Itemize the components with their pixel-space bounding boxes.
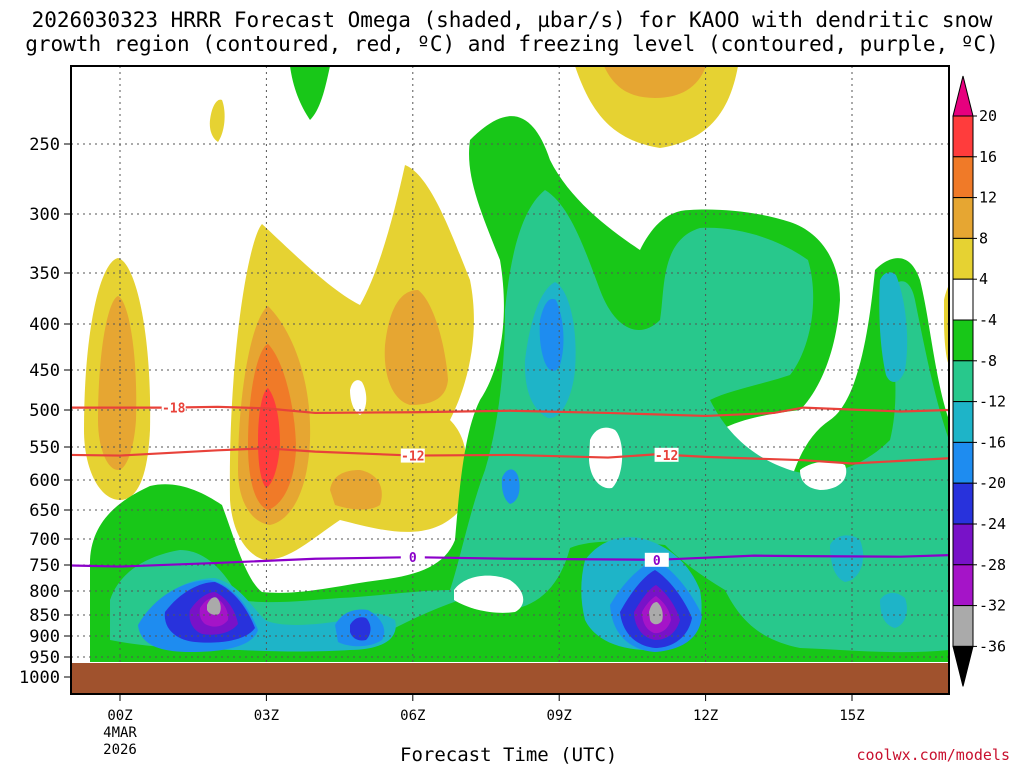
colorbar-label: 4 [979,270,988,288]
contour-line [71,554,949,568]
y-tick-label: 850 [29,606,60,626]
colorbar-legend: 20 16 12 8 4 -4 -8 -12 -16 -20 -24 -28 -32 -36 [952,75,1006,687]
colorbar-label: -16 [979,433,1006,451]
omega-negative-area [879,272,908,382]
y-tick-label: 800 [29,582,60,602]
colorbar-label: -32 [979,597,1006,615]
y-tick-label: 650 [29,501,60,521]
omega-negative-area [830,535,864,582]
y-tick-label: 350 [29,264,60,284]
contour-line [71,405,949,418]
omega-positive-area [258,388,280,488]
x-date-day: 4MAR [103,725,137,741]
contour-label: -18 [162,402,186,417]
contour-label: -12 [655,449,678,464]
x-tick-label: 03Z [254,708,279,724]
colorbar-swatch [952,360,974,403]
x-tick-label: 00Z [107,708,132,724]
y-tick-label: 450 [29,361,60,381]
contour-line [71,447,949,465]
colorbar-swatch [952,237,974,280]
y-tick-label: 900 [29,627,60,647]
omega-positive-area [209,99,225,142]
omega-neutral-area [800,461,847,490]
contour-labels: -18 -12 0 -12 0 [161,400,679,569]
chart-title-line-2: growth region (contoured, red, ºC) and f… [25,32,999,56]
omega-negative-area [880,592,907,628]
colorbar-swatch [952,441,974,484]
colorbar-swatch [952,564,974,607]
omega-negative-area [539,298,564,372]
colorbar-label: -24 [979,515,1006,533]
contour-label-bg [161,400,186,415]
y-tick-label: 700 [29,530,60,550]
y-tick-label: 600 [29,471,60,491]
omega-positive-area [604,66,706,98]
colorbar-label: 12 [979,189,997,207]
colorbar-label: -36 [979,637,1006,655]
colorbar-swatch [952,156,974,199]
plot-frame [70,65,950,695]
omega-negative-area [207,597,221,615]
y-tick-label: 300 [29,205,60,225]
colorbar-label: -28 [979,556,1006,574]
contour-label-bg [644,552,669,567]
omega-negative-area [501,469,520,504]
contour-label: 0 [409,551,417,566]
colorbar-label: -12 [979,393,1006,411]
y-tick-label: 500 [29,401,60,421]
y-tick-label: 750 [29,556,60,576]
x-tick-label: 12Z [693,708,718,724]
colorbar-swatch [952,319,974,362]
contour-label-bg [400,448,425,463]
colorbar-label: 8 [979,229,988,247]
colorbar-swatch [952,482,974,525]
omega-negative-area [649,602,663,625]
colorbar-top-arrow [952,75,974,117]
y-tick-label: 1000 [19,668,60,688]
colorbar-label: -20 [979,474,1006,492]
y-tick-label: 950 [29,648,60,668]
omega-positive-area [98,296,137,470]
x-tick-label: 15Z [839,708,864,724]
x-axis: 00Z 03Z 06Z 09Z 12Z 15Z [107,694,865,724]
colorbar-label: 20 [979,107,997,125]
contour-label-bg [654,447,679,462]
colorbar-swatch [952,523,974,566]
contour-label-bg [400,550,425,565]
colorbar-swatch [952,278,974,321]
omega-neutral-area [350,380,367,415]
credit-link[interactable]: coolwx.com/models [856,746,1010,764]
omega-neutral-area [454,575,524,613]
x-tick-label: 06Z [400,708,425,724]
colorbar-bottom-arrow [952,645,974,687]
temperature-contours [71,405,949,568]
x-axis-title: Forecast Time (UTC) [400,744,618,766]
colorbar-label: -4 [979,311,997,329]
omega-negative-area [350,617,371,641]
chart-title-line-1: 2026030323 HRRR Forecast Omega (shaded, … [31,8,993,32]
colorbar-swatch [952,197,974,239]
omega-negative-area [290,66,330,120]
colorbar-swatch [952,401,974,443]
omega-negative-area [110,190,949,653]
y-axis: 2503003504004505005506006507007508008509… [19,135,71,688]
y-tick-label: 400 [29,315,60,335]
colorbar-swatch [952,605,974,647]
contour-label: 0 [653,554,661,569]
omega-positive-area [575,66,738,148]
omega-positive-area [384,290,448,405]
x-tick-label: 09Z [547,708,572,724]
contour-label: -12 [401,450,424,465]
ground-surface [71,663,949,693]
colorbar-label: 16 [979,148,997,166]
colorbar-swatch [952,115,974,158]
y-tick-label: 250 [29,135,60,155]
y-tick-label: 550 [29,438,60,458]
colorbar-label: -8 [979,352,997,370]
x-date-year: 2026 [103,742,137,758]
omega-positive-area [944,285,949,365]
